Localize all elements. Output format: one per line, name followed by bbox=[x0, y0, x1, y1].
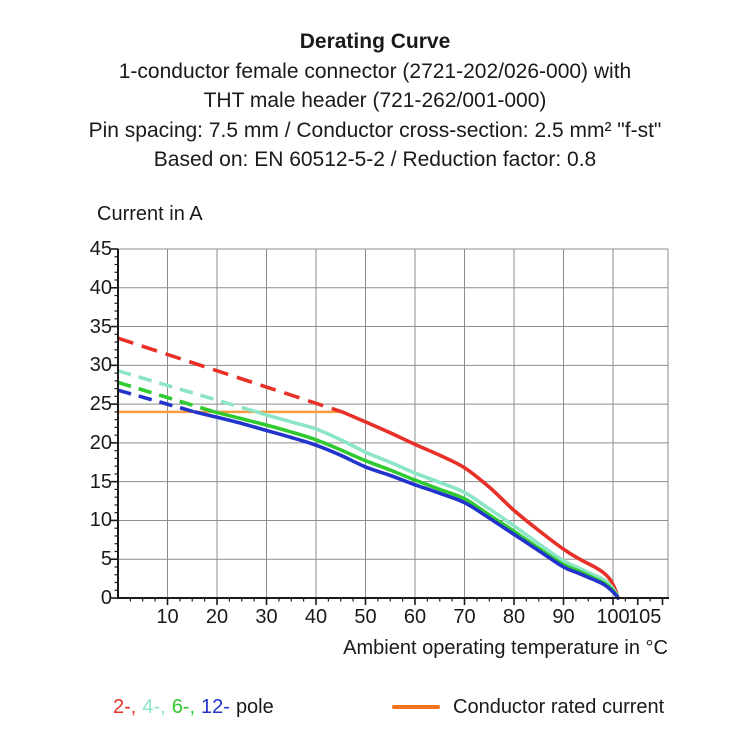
curve-4-pole-dashed bbox=[117, 369, 258, 414]
curve-2-pole-dashed bbox=[117, 336, 343, 414]
curve-6-pole-dashed bbox=[117, 380, 216, 414]
x-axis-title: Ambient operating temperature in °C bbox=[343, 637, 668, 659]
y-tick-label-0: 0 bbox=[100, 587, 112, 609]
x-tick-label-40: 40 bbox=[304, 606, 328, 628]
legend-part-6: 6-, bbox=[171, 696, 196, 718]
y-tick-label-10: 10 bbox=[89, 509, 112, 532]
subtitle-line-3: Pin spacing: 7.5 mm / Conductor cross-se… bbox=[88, 118, 662, 142]
x-tick-label-105: 105 bbox=[628, 606, 662, 628]
page-title: Derating Curve bbox=[299, 30, 451, 53]
x-tick-label-90: 90 bbox=[552, 606, 575, 628]
x-tick-label-10: 10 bbox=[156, 606, 179, 628]
legend-part-4: 4-, bbox=[142, 696, 166, 718]
curve-12-pole-solid bbox=[192, 410, 620, 600]
x-tick-label-50: 50 bbox=[354, 606, 377, 628]
rated-current-swatch bbox=[392, 705, 440, 709]
y-tick-label-15: 15 bbox=[89, 470, 112, 493]
y-tick-label-25: 25 bbox=[89, 393, 112, 416]
subtitle-line-1: 1-conductor female connector (2721-202/0… bbox=[118, 59, 632, 83]
x-tick-label-100: 100 bbox=[596, 606, 630, 628]
y-tick-label-5: 5 bbox=[100, 548, 112, 571]
curve-12-pole-dashed bbox=[117, 388, 196, 414]
y-tick-label-45: 45 bbox=[89, 238, 112, 260]
legend-part-pole: pole bbox=[235, 696, 274, 718]
y-tick-label-20: 20 bbox=[89, 431, 112, 454]
x-tick-label-70: 70 bbox=[453, 606, 476, 628]
legend: 2-, 4-, 6-, 12- pole Conductor rated current bbox=[0, 696, 750, 726]
subtitle-line-4: Based on: EN 60512-5-2 / Reduction facto… bbox=[153, 148, 597, 171]
curve-2-pole-solid bbox=[340, 410, 620, 600]
legend-part-12: 12- bbox=[201, 696, 230, 718]
curve-4-pole-solid bbox=[254, 410, 620, 600]
y-tick-label-35: 35 bbox=[89, 315, 112, 338]
x-tick-label-20: 20 bbox=[205, 606, 229, 628]
subtitle-line-2: THT male header (721-262/001-000) bbox=[203, 89, 547, 112]
x-tick-label-30: 30 bbox=[255, 606, 278, 628]
rated-current-label: Conductor rated current bbox=[453, 696, 665, 718]
pole-legend: 2-, 4-, 6-, 12- pole bbox=[113, 696, 274, 719]
legend-part-2: 2-, bbox=[113, 696, 137, 718]
y-tick-label-30: 30 bbox=[89, 354, 112, 377]
y-axis-title: Current in A bbox=[97, 203, 203, 225]
y-tick-label-40: 40 bbox=[89, 276, 112, 299]
x-tick-label-60: 60 bbox=[403, 606, 427, 628]
chart-header: Derating Curve 1-conductor female connec… bbox=[0, 27, 750, 175]
curve-6-pole-solid bbox=[212, 410, 620, 600]
x-tick-label-80: 80 bbox=[502, 606, 526, 628]
